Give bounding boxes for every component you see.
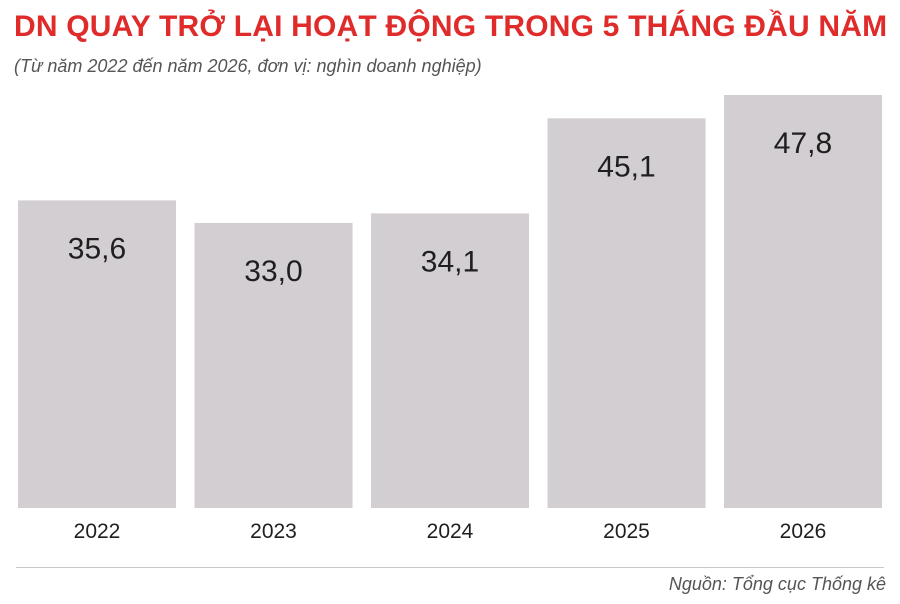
data-label-2026: 47,8: [774, 127, 832, 160]
bar-2023: [194, 222, 353, 508]
x-axis-ticks: 2022 2023 2024 2025 2026: [74, 520, 827, 543]
data-label-2025: 45,1: [597, 150, 655, 183]
x-tick-label-2022: 2022: [74, 520, 121, 543]
bars-group: [18, 95, 882, 509]
x-tick-label-2023: 2023: [250, 520, 297, 543]
bar-2022: [18, 200, 176, 508]
bar-2026: [724, 95, 882, 508]
x-tick-label-2024: 2024: [427, 520, 474, 543]
data-label-2024: 34,1: [421, 245, 479, 278]
data-label-2022: 35,6: [68, 232, 126, 265]
x-tick-label-2025: 2025: [603, 520, 650, 543]
chart-subtitle: (Từ năm 2022 đến năm 2026, đơn vị: nghìn…: [14, 56, 482, 76]
x-tick-label-2026: 2026: [780, 520, 827, 543]
data-label-2023: 33,0: [244, 255, 302, 288]
source-note: Nguồn: Tổng cục Thống kê: [668, 574, 886, 594]
bar-2025: [547, 118, 706, 509]
footer-divider: [16, 567, 884, 568]
data-labels-group: 35,6 33,0 34,1 45,1 47,8: [68, 127, 832, 288]
chart-title: DN QUAY TRỞ LẠI HOẠT ĐỘNG TRONG 5 THÁNG …: [14, 10, 888, 43]
bar-2024: [371, 213, 529, 508]
